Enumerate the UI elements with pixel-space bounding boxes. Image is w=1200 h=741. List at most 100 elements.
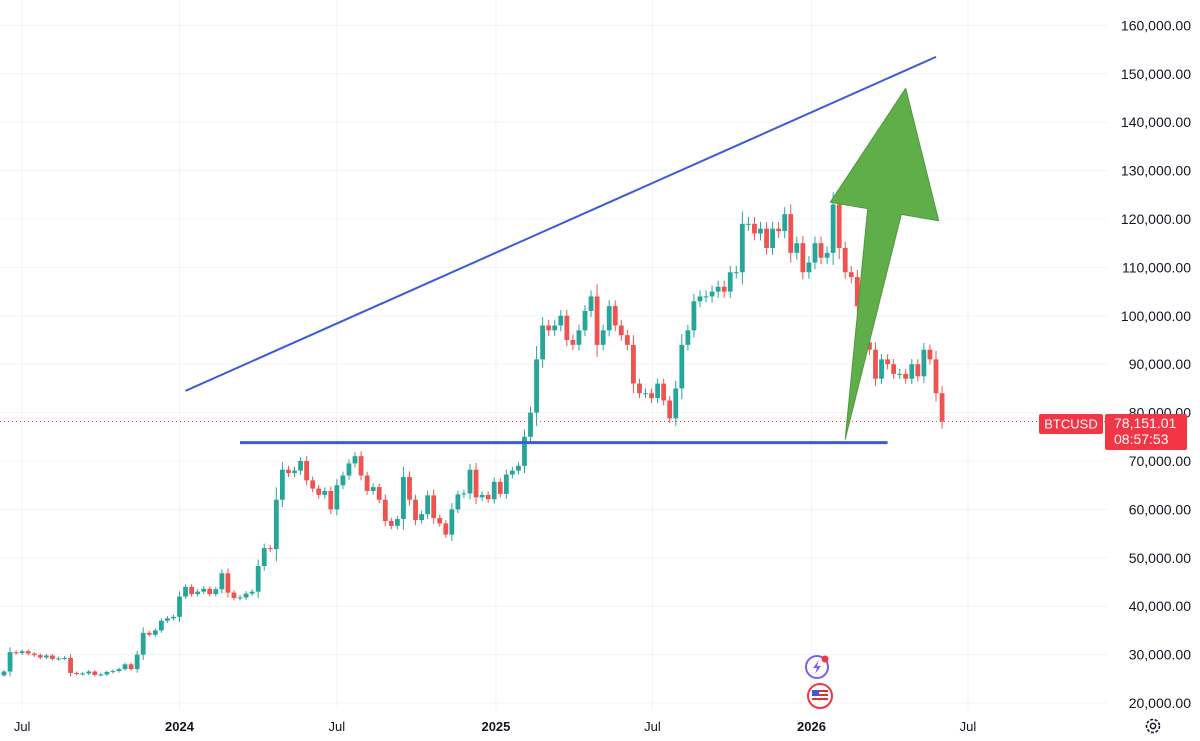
candle-body [267, 548, 273, 550]
candle-body [177, 596, 182, 617]
candle-body [189, 586, 195, 595]
candle-body [806, 262, 812, 273]
candle-body [140, 632, 146, 655]
x-tick-label: 2026 [797, 719, 826, 734]
candle-body [431, 495, 437, 519]
candle-body [594, 296, 600, 345]
candle-body [794, 243, 800, 253]
y-tick-label: 30,000.00 [1129, 647, 1191, 663]
candle-body [165, 618, 170, 621]
candle-body [249, 591, 255, 594]
candle-body [401, 476, 406, 520]
candle-body [885, 359, 890, 365]
candle-body [739, 223, 745, 273]
candle-body [915, 364, 921, 377]
candle-body [358, 456, 364, 476]
candle-body [576, 330, 582, 345]
y-tick-label: 50,000.00 [1129, 550, 1191, 566]
y-tick-label: 70,000.00 [1129, 453, 1191, 469]
y-tick-label: 120,000.00 [1121, 211, 1191, 227]
candle-body [691, 301, 697, 331]
candle-body [316, 488, 322, 495]
countdown-timer: 08:57:53 [1114, 431, 1169, 447]
y-tick-label: 90,000.00 [1129, 356, 1191, 372]
candle-body [624, 335, 630, 345]
candle-body [600, 330, 606, 345]
resistance-trendline[interactable] [185, 55, 937, 392]
candle-body [158, 620, 164, 631]
y-tick-label: 40,000.00 [1129, 598, 1191, 614]
candle-body [637, 383, 642, 394]
candle-body [146, 632, 152, 635]
us-flag-event-icon[interactable] [807, 683, 833, 709]
candle-body [534, 359, 539, 413]
candle-body [733, 272, 739, 274]
bullish-projection-arrow[interactable] [829, 87, 940, 440]
candle-body [225, 573, 231, 593]
candle-body [183, 586, 188, 597]
candle-body [310, 480, 316, 489]
candle-body [491, 481, 497, 500]
candle-body [122, 664, 128, 670]
candle-body [721, 286, 727, 292]
x-tick-label: Jul [644, 719, 661, 734]
candle-body [745, 223, 751, 225]
candle-body [334, 485, 340, 510]
candle-body [86, 671, 92, 674]
candle-body [425, 495, 431, 515]
candle-body [685, 330, 691, 345]
x-tick-label: Jul [329, 719, 346, 734]
candle-body [758, 228, 763, 234]
y-tick-label: 140,000.00 [1121, 114, 1191, 130]
candle-body [873, 349, 878, 379]
candle-body [128, 664, 134, 670]
candle-body [818, 243, 824, 258]
candle-body [552, 325, 558, 331]
settings-gear-icon[interactable] [1145, 718, 1161, 734]
symbol-label: BTCUSD [1044, 417, 1097, 432]
candle-body [867, 342, 872, 350]
candle-body [7, 652, 13, 672]
candle-body [503, 474, 509, 494]
candlestick-series [1, 192, 945, 677]
candle-body [304, 461, 309, 481]
candle-body [50, 655, 55, 659]
candle-body [921, 349, 927, 377]
candle-body [98, 674, 104, 676]
candle-body [110, 671, 116, 673]
candle-body [485, 494, 491, 500]
candle-body [328, 491, 334, 510]
candle-body [770, 228, 776, 249]
candle-body [667, 400, 673, 419]
candle-body [364, 475, 370, 492]
candle-body [370, 487, 376, 492]
candle-body [201, 588, 207, 592]
candle-body [788, 214, 794, 253]
candle-body [298, 461, 303, 471]
candle-body [939, 393, 945, 422]
candle-body [606, 306, 612, 331]
candle-body [854, 277, 860, 307]
candle-body [564, 315, 570, 340]
x-tick-label: Jul [14, 719, 31, 734]
candle-body [116, 669, 122, 672]
candle-body [697, 296, 703, 302]
candle-body [618, 325, 624, 336]
candle-body [449, 509, 455, 535]
candle-body [836, 204, 842, 249]
candle-body [752, 223, 757, 234]
lightning-event-icon[interactable] [805, 655, 829, 679]
candle-body [570, 340, 576, 345]
candle-body [649, 393, 654, 399]
time-axis[interactable]: Jul 2024 Jul 2025 Jul 2026 Jul [14, 719, 977, 734]
candle-body [68, 657, 73, 673]
candle-body [800, 243, 806, 273]
price-axis[interactable]: 20,000.00 30,000.00 40,000.00 50,000.00 60,0… [1121, 17, 1191, 711]
candle-body [388, 521, 394, 526]
candle-body [104, 672, 110, 675]
drawing-annotations[interactable] [0, 55, 1107, 445]
candle-body [612, 306, 618, 326]
y-tick-label: 160,000.00 [1121, 17, 1191, 33]
candle-body [509, 470, 515, 475]
